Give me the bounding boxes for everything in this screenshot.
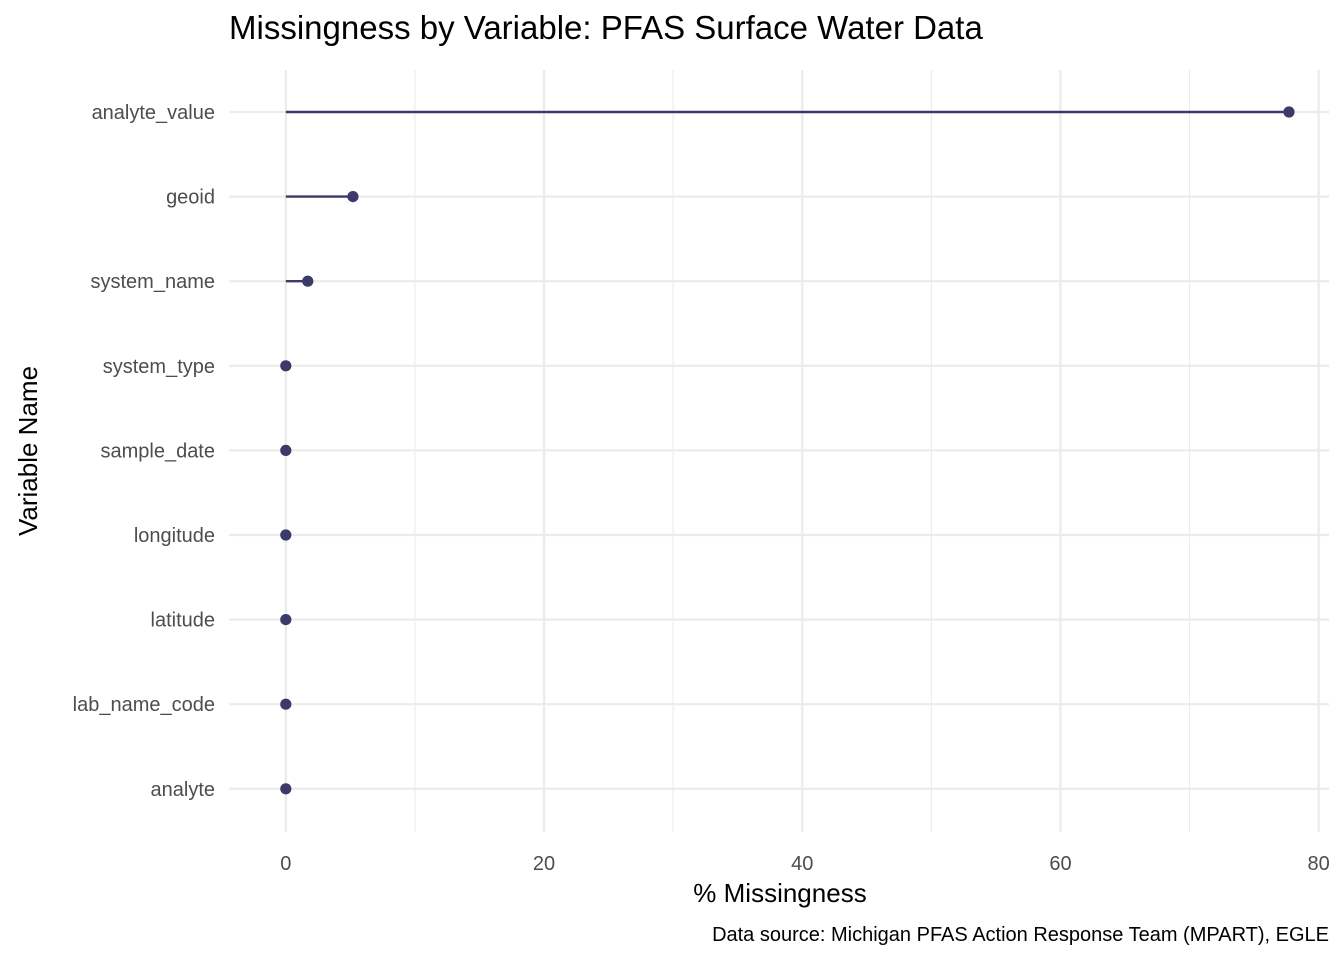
point-layer: [280, 106, 1295, 795]
x-tick-label: 0: [280, 853, 291, 875]
x-axis-tick-labels: 0 20 40 60 80: [280, 853, 1330, 875]
lollipop-point: [280, 783, 292, 795]
chart-caption: Data source: Michigan PFAS Action Respon…: [712, 924, 1329, 946]
lollipop-point: [280, 614, 292, 626]
y-tick-label: analyte: [151, 779, 216, 801]
y-tick-label: sample_date: [100, 440, 215, 462]
lollipop-point: [280, 529, 292, 541]
y-tick-label: system_type: [103, 356, 215, 378]
lollipop-point: [280, 698, 292, 710]
chart-title: Missingness by Variable: PFAS Surface Wa…: [229, 9, 983, 46]
x-tick-label: 80: [1308, 853, 1330, 875]
lollipop-point: [280, 360, 292, 372]
lollipop-point: [1283, 106, 1295, 118]
y-tick-label: analyte_value: [92, 102, 215, 124]
y-axis-title: Variable Name: [13, 366, 43, 536]
y-tick-label: geoid: [166, 187, 215, 209]
y-tick-label: lab_name_code: [73, 694, 215, 716]
x-tick-label: 20: [533, 853, 555, 875]
x-tick-label: 40: [791, 853, 813, 875]
x-tick-label: 60: [1049, 853, 1071, 875]
y-tick-label: longitude: [134, 525, 215, 547]
y-tick-label: system_name: [91, 271, 216, 293]
y-tick-label: latitude: [151, 610, 216, 632]
x-axis-title: % Missingness: [693, 878, 866, 908]
grid-layer: [229, 70, 1329, 832]
lollipop-point: [347, 191, 359, 203]
lollipop-point: [302, 275, 314, 287]
lollipop-point: [280, 444, 292, 456]
